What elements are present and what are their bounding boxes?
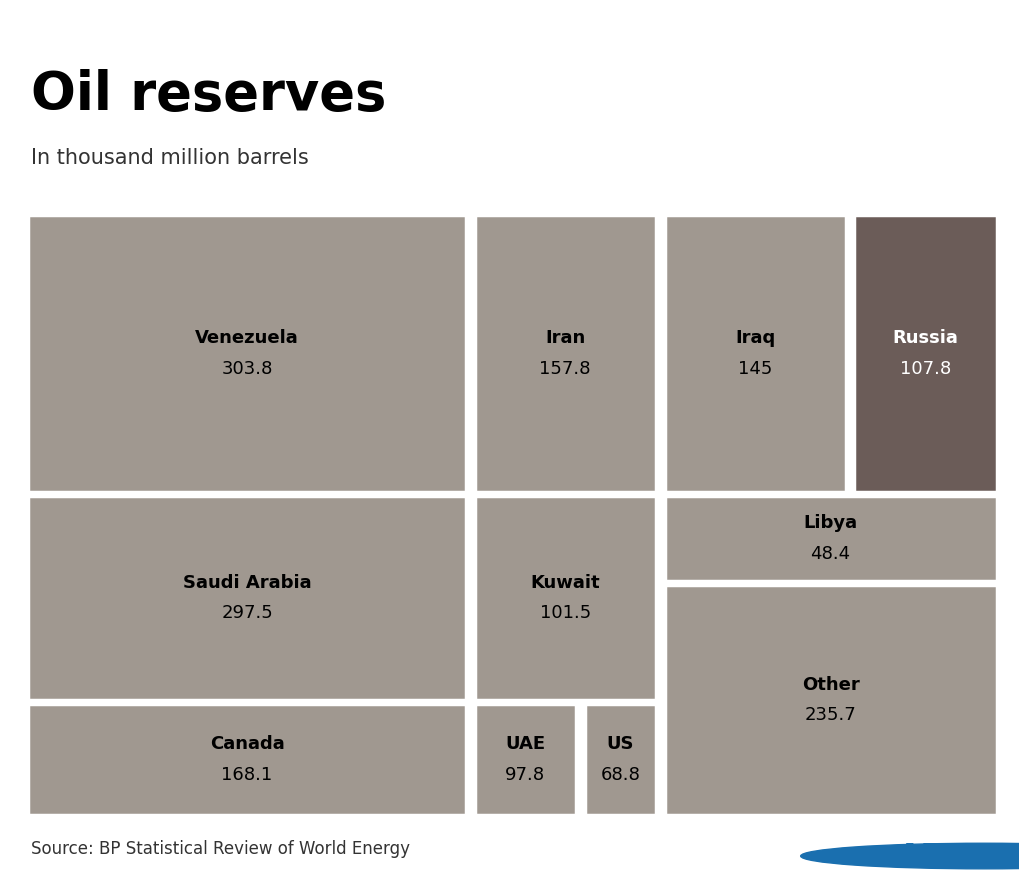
Text: 97.8: 97.8 [504, 765, 545, 784]
Text: 107.8: 107.8 [899, 360, 951, 377]
Text: Iran: Iran [544, 329, 585, 347]
Text: AFP: AFP [897, 842, 963, 870]
Circle shape [800, 844, 1019, 868]
FancyBboxPatch shape [29, 704, 466, 815]
FancyBboxPatch shape [474, 704, 576, 815]
Text: Canada: Canada [210, 735, 284, 754]
FancyBboxPatch shape [474, 496, 655, 701]
Text: Source: BP Statistical Review of World Energy: Source: BP Statistical Review of World E… [31, 840, 410, 858]
FancyBboxPatch shape [663, 215, 845, 492]
Text: Kuwait: Kuwait [530, 574, 599, 592]
FancyBboxPatch shape [663, 496, 996, 582]
Text: Saudi Arabia: Saudi Arabia [182, 574, 311, 592]
Text: 297.5: 297.5 [221, 604, 273, 622]
Text: 101.5: 101.5 [539, 604, 590, 622]
Text: 157.8: 157.8 [539, 360, 590, 377]
Text: UAE: UAE [504, 735, 545, 754]
Text: 48.4: 48.4 [810, 544, 850, 563]
Text: Other: Other [801, 676, 859, 694]
FancyBboxPatch shape [474, 215, 655, 492]
FancyBboxPatch shape [663, 585, 996, 815]
Text: 68.8: 68.8 [599, 765, 640, 784]
Text: Oil reserves: Oil reserves [31, 69, 385, 121]
Text: 145: 145 [737, 360, 771, 377]
FancyBboxPatch shape [29, 496, 466, 701]
Text: In thousand million barrels: In thousand million barrels [31, 148, 308, 168]
Text: Iraq: Iraq [735, 329, 774, 347]
Text: 303.8: 303.8 [221, 360, 272, 377]
Text: Libya: Libya [803, 514, 857, 533]
FancyBboxPatch shape [584, 704, 655, 815]
Text: US: US [606, 735, 634, 754]
FancyBboxPatch shape [29, 215, 466, 492]
Text: 235.7: 235.7 [804, 706, 856, 725]
Text: Venezuela: Venezuela [195, 329, 299, 347]
FancyBboxPatch shape [854, 215, 996, 492]
Text: Russia: Russia [892, 329, 958, 347]
Text: 168.1: 168.1 [221, 765, 272, 784]
